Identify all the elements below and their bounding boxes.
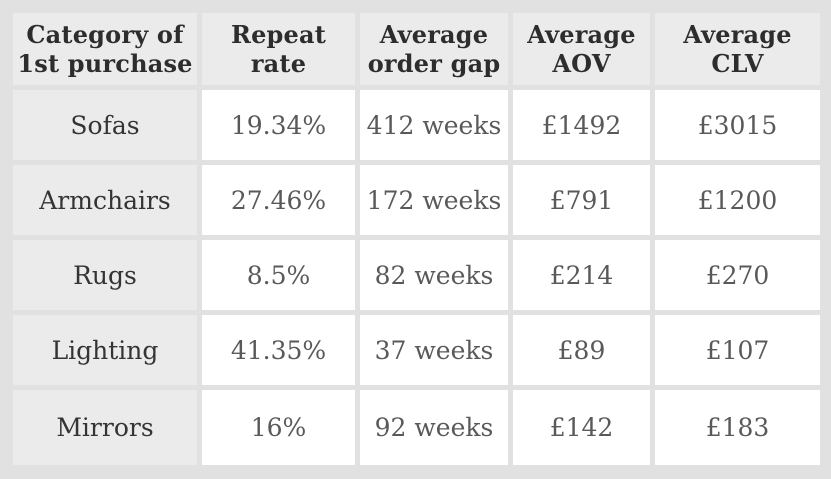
header-cell-aov: Average AOV — [513, 13, 650, 85]
header-line: Average — [683, 19, 792, 49]
category-cell: Mirrors — [13, 390, 197, 465]
repeat-rate-cell: 27.46% — [202, 165, 355, 235]
clv-cell: £1200 — [655, 165, 820, 235]
order-gap-cell: 412 weeks — [360, 90, 508, 160]
header-line: 1st purchase — [17, 49, 193, 78]
clv-cell: £3015 — [655, 90, 820, 160]
order-gap-cell: 92 weeks — [360, 390, 508, 465]
clv-cell: £183 — [655, 390, 820, 465]
header-line: Repeat — [230, 19, 327, 49]
repeat-rate-cell: 8.5% — [202, 240, 355, 310]
header-line: Category of — [26, 19, 184, 49]
aov-cell: £1492 — [513, 90, 650, 160]
header-line: rate — [250, 49, 307, 78]
category-cell: Armchairs — [13, 165, 197, 235]
header-line: order gap — [367, 49, 501, 78]
aov-cell: £89 — [513, 315, 650, 385]
clv-cell: £270 — [655, 240, 820, 310]
header-line: CLV — [711, 49, 764, 78]
category-cell: Sofas — [13, 90, 197, 160]
order-gap-cell: 172 weeks — [360, 165, 508, 235]
category-cell: Lighting — [13, 315, 197, 385]
repeat-rate-cell: 16% — [202, 390, 355, 465]
header-line: AOV — [552, 49, 611, 78]
header-line: Average — [527, 19, 636, 49]
aov-cell: £791 — [513, 165, 650, 235]
aov-cell: £142 — [513, 390, 650, 465]
header-cell-clv: Average CLV — [655, 13, 820, 85]
header-line: Average — [379, 19, 489, 49]
header-cell-order-gap: Average order gap — [360, 13, 508, 85]
aov-cell: £214 — [513, 240, 650, 310]
category-cell: Rugs — [13, 240, 197, 310]
repeat-rate-cell: 41.35% — [202, 315, 355, 385]
order-gap-cell: 37 weeks — [360, 315, 508, 385]
header-cell-category: Category of 1st purchase — [13, 13, 197, 85]
clv-cell: £107 — [655, 315, 820, 385]
order-gap-cell: 82 weeks — [360, 240, 508, 310]
header-cell-repeat-rate: Repeat rate — [202, 13, 355, 85]
repeat-rate-cell: 19.34% — [202, 90, 355, 160]
